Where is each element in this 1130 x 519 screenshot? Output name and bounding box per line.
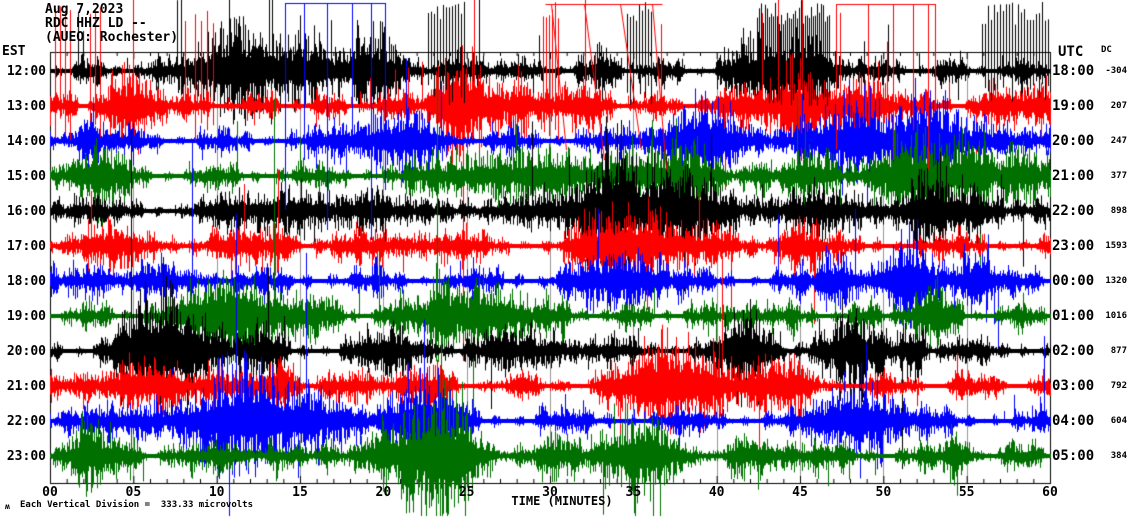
scale-note: Each Vertical Division = 333.33 microvol…	[20, 500, 253, 510]
utc-time-label: 18:00	[1052, 63, 1095, 79]
waveform-mark-icon: ʍ	[5, 502, 10, 511]
dc-offset-value: 898	[1110, 206, 1127, 216]
x-axis-tick-label: 50	[875, 485, 892, 500]
utc-time-label: 02:00	[1052, 343, 1095, 359]
utc-time-label: 21:00	[1052, 168, 1095, 184]
est-time-label: 20:00	[6, 344, 46, 359]
x-axis-tick-label: 05	[125, 485, 142, 500]
utc-time-label: 22:00	[1052, 203, 1095, 219]
est-time-label: 13:00	[6, 99, 46, 114]
est-time-label: 22:00	[6, 414, 46, 429]
dc-offset-value: 792	[1110, 381, 1127, 391]
dc-offset-value: 247	[1110, 136, 1127, 146]
est-time-label: 17:00	[6, 239, 46, 254]
utc-time-label: 19:00	[1052, 98, 1095, 114]
x-axis-title: TIME (MINUTES)	[511, 494, 613, 508]
utc-time-label: 05:00	[1052, 448, 1095, 464]
dc-offset-value: 1593	[1105, 241, 1127, 251]
header-station: RDC HHZ LD --	[45, 16, 147, 31]
dc-offset-value: 207	[1110, 101, 1127, 111]
utc-time-label: 01:00	[1052, 308, 1095, 324]
utc-time-label: 00:00	[1052, 273, 1095, 289]
header-date: Aug 7,2023	[45, 2, 124, 17]
utc-time-label: 23:00	[1052, 238, 1095, 254]
dc-offset-value: -304	[1105, 66, 1127, 76]
est-axis-header: EST	[2, 44, 26, 59]
est-time-label: 18:00	[6, 274, 46, 289]
est-time-label: 16:00	[6, 204, 46, 219]
dc-axis-header: DC	[1101, 45, 1112, 55]
est-time-label: 14:00	[6, 134, 46, 149]
x-axis-tick-label: 45	[792, 485, 808, 500]
utc-time-label: 04:00	[1052, 413, 1095, 429]
est-time-label: 12:00	[6, 64, 46, 79]
utc-time-label: 03:00	[1052, 378, 1095, 394]
dc-offset-value: 604	[1110, 416, 1127, 426]
dc-offset-value: 1016	[1105, 311, 1127, 321]
x-axis-tick-label: 55	[958, 485, 975, 500]
x-axis-tick-label: 60	[1042, 485, 1058, 500]
dc-offset-value: 1320	[1105, 276, 1127, 286]
utc-time-label: 20:00	[1052, 133, 1095, 149]
x-axis-tick-label: 25	[458, 485, 475, 500]
est-time-label: 23:00	[6, 449, 46, 464]
x-axis-tick-label: 10	[208, 485, 225, 500]
est-time-label: 21:00	[6, 379, 46, 394]
x-axis-tick-label: 35	[625, 485, 642, 500]
est-time-label: 19:00	[6, 309, 46, 324]
x-axis-tick-label: 20	[375, 485, 392, 500]
x-axis-tick-label: 15	[292, 485, 308, 500]
header-location: (AUEO: Rochester)	[45, 30, 179, 45]
dc-offset-value: 877	[1110, 346, 1127, 356]
dc-offset-value: 377	[1110, 171, 1127, 181]
x-axis-tick-label: 30	[542, 485, 558, 500]
x-axis-tick-label: 40	[708, 485, 725, 500]
x-axis-tick-label: 00	[42, 485, 58, 500]
utc-axis-header: UTC	[1058, 44, 1084, 60]
dc-offset-value: 384	[1110, 451, 1127, 461]
est-time-label: 15:00	[6, 169, 46, 184]
